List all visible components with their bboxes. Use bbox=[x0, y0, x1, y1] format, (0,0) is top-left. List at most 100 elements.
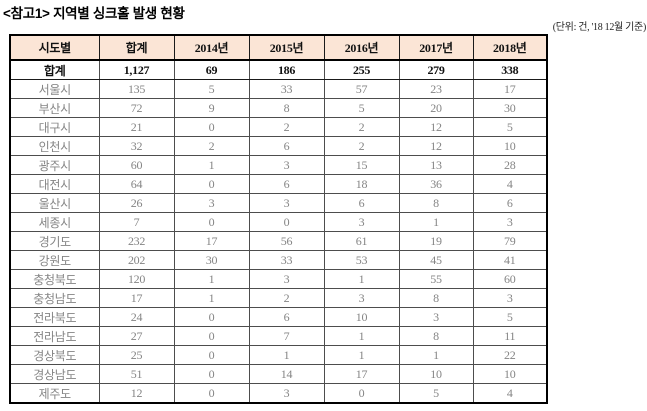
value-cell: 8 bbox=[398, 326, 474, 346]
value-cell: 3 bbox=[472, 288, 548, 308]
region-label-cell: 경기도 bbox=[9, 231, 100, 251]
value-cell: 22 bbox=[472, 345, 548, 365]
value-cell: 6 bbox=[472, 193, 548, 213]
value-cell: 0 bbox=[173, 326, 250, 346]
region-label-cell: 세종시 bbox=[9, 212, 100, 232]
value-cell: 5 bbox=[398, 383, 474, 404]
value-cell: 18 bbox=[323, 174, 400, 194]
value-cell: 8 bbox=[398, 193, 474, 213]
value-cell: 2 bbox=[248, 288, 325, 308]
value-cell: 20 bbox=[398, 98, 474, 118]
table-row: 충청북도 120 1 3 1 55 60 bbox=[9, 269, 548, 289]
table-body: 합계 1,127 69 186 255 279 338 서울시 135 5 33 57 2… bbox=[9, 59, 548, 404]
total-value-2016: 255 bbox=[323, 59, 400, 80]
value-cell: 5 bbox=[472, 307, 548, 327]
value-cell: 33 bbox=[248, 79, 325, 99]
value-cell: 10 bbox=[323, 307, 400, 327]
value-cell: 17 bbox=[323, 364, 400, 384]
value-cell: 13 bbox=[398, 155, 474, 175]
table-row: 울산시 26 3 3 6 8 6 bbox=[9, 193, 548, 213]
value-cell: 2 bbox=[248, 117, 325, 137]
value-cell: 7 bbox=[98, 212, 175, 232]
value-cell: 27 bbox=[98, 326, 175, 346]
value-cell: 0 bbox=[173, 307, 250, 327]
value-cell: 3 bbox=[323, 288, 400, 308]
value-cell: 3 bbox=[248, 383, 325, 404]
value-cell: 2 bbox=[173, 136, 250, 156]
region-label-cell: 서울시 bbox=[9, 79, 100, 99]
value-cell: 135 bbox=[98, 79, 175, 99]
total-value-2017: 279 bbox=[398, 59, 474, 80]
value-cell: 5 bbox=[173, 79, 250, 99]
value-cell: 28 bbox=[472, 155, 548, 175]
header-cell-2018: 2018년 bbox=[472, 34, 548, 61]
region-label-cell: 경상남도 bbox=[9, 364, 100, 384]
value-cell: 0 bbox=[248, 212, 325, 232]
table-row: 광주시 60 1 3 15 13 28 bbox=[9, 155, 548, 175]
value-cell: 72 bbox=[98, 98, 175, 118]
table-row: 강원도 202 30 33 53 45 41 bbox=[9, 250, 548, 270]
value-cell: 0 bbox=[173, 383, 250, 404]
value-cell: 9 bbox=[173, 98, 250, 118]
header-cell-region: 시도별 bbox=[9, 34, 100, 61]
table-row: 충청남도 17 1 2 3 8 3 bbox=[9, 288, 548, 308]
region-label-cell: 강원도 bbox=[9, 250, 100, 270]
value-cell: 10 bbox=[398, 364, 474, 384]
header-cell-2015: 2015년 bbox=[248, 34, 325, 61]
value-cell: 60 bbox=[98, 155, 175, 175]
region-label-cell: 경상북도 bbox=[9, 345, 100, 365]
table-row: 전라북도 24 0 6 10 3 5 bbox=[9, 307, 548, 327]
value-cell: 1 bbox=[173, 155, 250, 175]
value-cell: 232 bbox=[98, 231, 175, 251]
value-cell: 33 bbox=[248, 250, 325, 270]
table-row: 경상북도 25 0 1 1 1 22 bbox=[9, 345, 548, 365]
total-row: 합계 1,127 69 186 255 279 338 bbox=[9, 59, 548, 80]
value-cell: 17 bbox=[472, 79, 548, 99]
value-cell: 60 bbox=[472, 269, 548, 289]
header-cell-total: 합계 bbox=[98, 34, 175, 61]
table-row: 경상남도 51 0 14 17 10 10 bbox=[9, 364, 548, 384]
value-cell: 21 bbox=[98, 117, 175, 137]
value-cell: 120 bbox=[98, 269, 175, 289]
value-cell: 45 bbox=[398, 250, 474, 270]
total-row-label: 합계 bbox=[9, 59, 100, 80]
value-cell: 3 bbox=[323, 212, 400, 232]
region-label-cell: 울산시 bbox=[9, 193, 100, 213]
value-cell: 0 bbox=[173, 174, 250, 194]
value-cell: 41 bbox=[472, 250, 548, 270]
value-cell: 3 bbox=[398, 307, 474, 327]
table-row: 세종시 7 0 0 3 1 3 bbox=[9, 212, 548, 232]
value-cell: 26 bbox=[98, 193, 175, 213]
value-cell: 6 bbox=[248, 174, 325, 194]
region-label-cell: 충청남도 bbox=[9, 288, 100, 308]
value-cell: 0 bbox=[173, 345, 250, 365]
value-cell: 3 bbox=[248, 193, 325, 213]
value-cell: 0 bbox=[173, 212, 250, 232]
value-cell: 1 bbox=[323, 345, 400, 365]
value-cell: 79 bbox=[472, 231, 548, 251]
value-cell: 56 bbox=[248, 231, 325, 251]
value-cell: 3 bbox=[248, 269, 325, 289]
value-cell: 11 bbox=[472, 326, 548, 346]
region-label-cell: 전라북도 bbox=[9, 307, 100, 327]
value-cell: 0 bbox=[173, 364, 250, 384]
value-cell: 12 bbox=[98, 383, 175, 404]
value-cell: 24 bbox=[98, 307, 175, 327]
value-cell: 0 bbox=[323, 383, 400, 404]
value-cell: 1 bbox=[173, 269, 250, 289]
total-value-sum: 1,127 bbox=[98, 59, 175, 80]
region-label-cell: 제주도 bbox=[9, 383, 100, 404]
value-cell: 1 bbox=[398, 212, 474, 232]
value-cell: 1 bbox=[173, 288, 250, 308]
region-label-cell: 부산시 bbox=[9, 98, 100, 118]
value-cell: 17 bbox=[173, 231, 250, 251]
value-cell: 6 bbox=[323, 193, 400, 213]
value-cell: 0 bbox=[173, 117, 250, 137]
total-value-2015: 186 bbox=[248, 59, 325, 80]
value-cell: 1 bbox=[323, 326, 400, 346]
value-cell: 4 bbox=[472, 174, 548, 194]
value-cell: 30 bbox=[173, 250, 250, 270]
table-row: 대구시 21 0 2 2 12 5 bbox=[9, 117, 548, 137]
region-label-cell: 대전시 bbox=[9, 174, 100, 194]
